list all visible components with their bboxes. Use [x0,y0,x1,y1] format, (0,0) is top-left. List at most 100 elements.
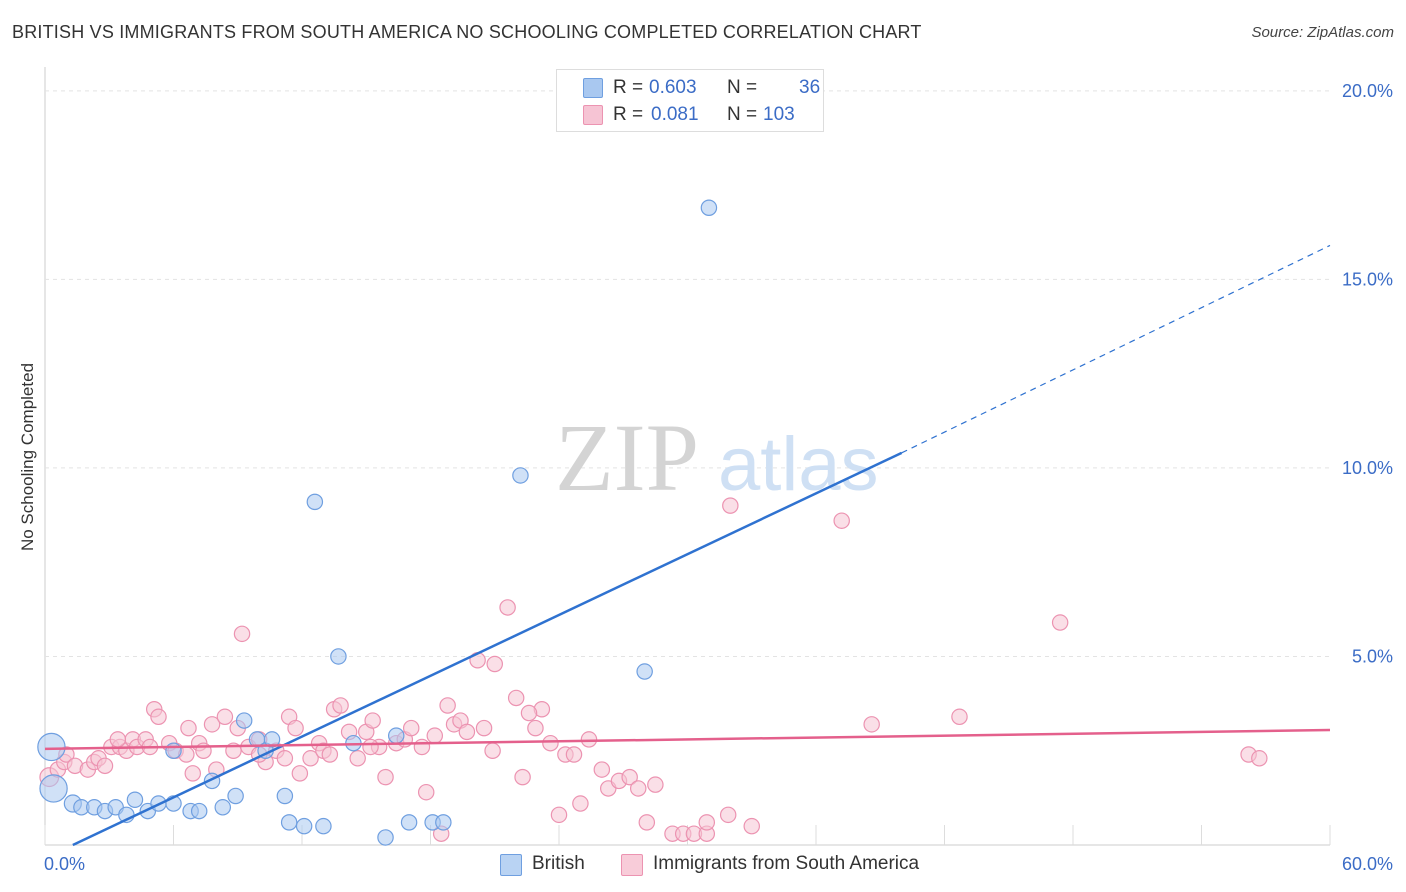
immigrants-point [507,689,525,707]
watermark-atlas: atlas [718,422,879,507]
watermark: ZIP atlas [555,404,879,511]
immigrants-point [291,765,309,782]
immigrants-point [1251,750,1268,767]
immigrants-point [413,738,431,756]
r-label: R = [613,77,644,98]
immigrants-point [216,708,234,726]
british-legend-swatch [500,854,522,876]
r-value: 0.603 [649,77,697,98]
british-trend-line [72,451,903,847]
immigrants-point [458,723,476,741]
y-tick-label: 20.0% [1342,81,1393,101]
immigrants-point [203,716,221,733]
british-point [377,829,394,846]
n-label: N = [727,77,758,98]
points-layer [37,199,1268,846]
immigrants-point [184,765,202,782]
immigrants-point [364,712,381,729]
immigrants-point [550,806,568,824]
chart-title: BRITISH VS IMMIGRANTS FROM SOUTH AMERICA… [12,22,922,42]
british-point [235,712,253,729]
british-point [190,802,208,820]
immigrants-point [580,731,598,748]
british-point [276,787,294,805]
immigrants-point [951,708,968,726]
immigrants-point [302,750,319,767]
british-point [39,774,68,803]
british-point [165,742,182,759]
immigrants-point [629,780,647,797]
immigrants-swatch [583,105,603,125]
immigrants-point [150,708,167,726]
immigrants-point [593,761,611,778]
british-point [214,799,232,816]
trend-layer [44,244,1331,847]
immigrants-point [719,806,737,824]
british-trend-extension [901,244,1331,454]
british-point [306,493,324,511]
immigrants-point [332,697,349,714]
immigrants-point [287,719,304,737]
immigrants-point [233,625,251,643]
immigrants-point [439,697,456,714]
british-swatch [583,78,603,98]
y-tick-label: 15.0% [1342,269,1393,289]
british-point [126,791,144,809]
x-tick-label: 60.0% [1342,854,1393,874]
immigrants-point [863,716,880,733]
immigrants-point [276,750,294,767]
immigrants-point [698,814,716,831]
immigrants-trend-line [44,728,1331,751]
immigrants-point [402,719,420,737]
immigrants-point [520,704,538,722]
british-point [400,814,418,831]
british-point [330,648,347,665]
immigrants-point [514,768,531,786]
n-value: 103 [763,104,795,125]
british-point [700,199,718,216]
legend-label: Immigrants from South America [653,853,920,874]
immigrants-point [833,512,850,529]
r-value: 0.081 [651,104,699,125]
immigrants-point [572,795,589,812]
immigrants-point [475,719,493,737]
immigrants-point [722,497,739,514]
y-tick-label: 10.0% [1342,458,1393,478]
immigrants-point [417,783,435,801]
immigrants-point [1051,614,1069,631]
british-point [227,787,244,805]
immigrants-point [565,746,583,763]
immigrants-point [647,776,664,793]
immigrants-point [743,817,760,835]
immigrants-point [362,738,379,756]
british-point [295,817,313,835]
legend-label: British [532,853,585,874]
immigrants-point [484,742,501,759]
british-point [636,663,653,680]
r-label: R = [613,104,644,125]
british-point [263,731,281,748]
british-point [280,814,298,831]
immigrants-point [426,727,444,744]
y-tick-label: 5.0% [1352,646,1393,666]
immigrants-point [527,719,544,737]
immigrants-point [499,599,516,616]
british-point [435,814,452,831]
immigrants-point [486,655,504,673]
immigrants-point [109,731,127,748]
immigrants-point [180,719,197,737]
tick-labels: 5.0% 10.0% 15.0% 20.0% 0.0% 60.0% [44,81,1393,874]
immigrants-legend-swatch [621,854,643,876]
british-point [387,727,405,744]
n-label: N = [727,104,758,125]
source-label: Source: ZipAtlas.com [1251,24,1394,41]
immigrants-point [377,768,394,786]
x-tick-label: 0.0% [44,854,85,874]
immigrants-point [621,768,638,786]
immigrants-point [638,814,656,831]
british-point [512,467,529,484]
immigrants-point [542,734,559,752]
n-value: 36 [799,77,821,98]
stats-box: R = 0.603 N = 36 R = 0.081 N = 103 [556,69,824,132]
